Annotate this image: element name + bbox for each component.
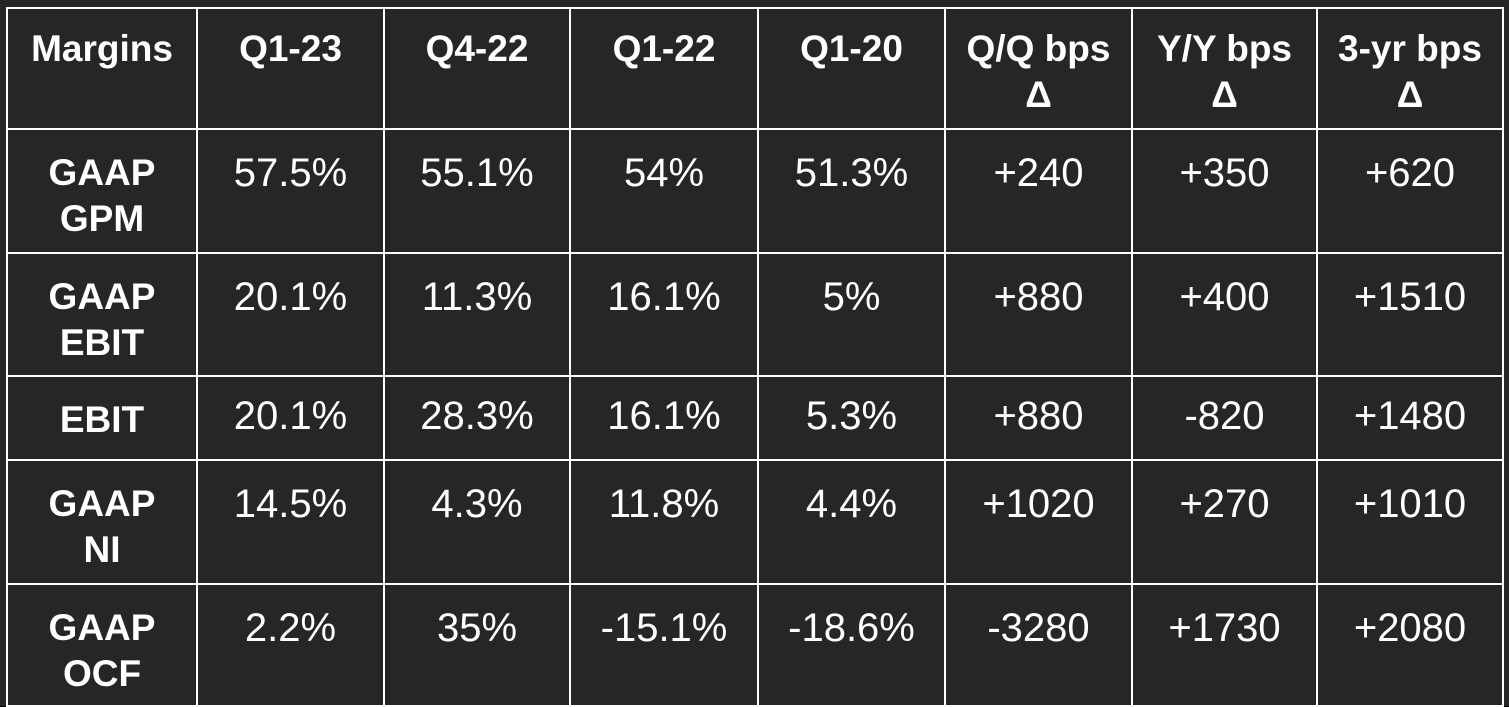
header-q1-23: Q1-23	[196, 7, 385, 130]
table-cell: +880	[944, 252, 1133, 377]
table-row: EBIT 20.1% 28.3% 16.1% 5.3% +880 -820 +1…	[6, 375, 1504, 461]
header-q1-20: Q1-20	[757, 7, 946, 130]
table-cell: 4.4%	[757, 459, 946, 585]
table-cell: 16.1%	[569, 375, 759, 461]
row-label-ebit: EBIT	[6, 375, 198, 461]
table-cell: 35%	[383, 583, 571, 707]
header-q4-22: Q4-22	[383, 7, 571, 130]
table-cell: -15.1%	[569, 583, 759, 707]
table-cell: +2080	[1316, 583, 1504, 707]
table-cell: 57.5%	[196, 128, 385, 254]
table-cell: -3280	[944, 583, 1133, 707]
table-cell: +1510	[1316, 252, 1504, 377]
table-row: GAAP NI 14.5% 4.3% 11.8% 4.4% +1020 +270…	[6, 459, 1504, 585]
table-cell: +1730	[1131, 583, 1318, 707]
table-cell: +350	[1131, 128, 1318, 254]
table-cell: +620	[1316, 128, 1504, 254]
table-cell: 16.1%	[569, 252, 759, 377]
table-cell: +1010	[1316, 459, 1504, 585]
table-cell: 5.3%	[757, 375, 946, 461]
table-cell: +270	[1131, 459, 1318, 585]
header-3yr-bps-delta: 3-yr bps Δ	[1316, 7, 1504, 130]
table-cell: +1020	[944, 459, 1133, 585]
margins-table: Margins Q1-23 Q4-22 Q1-22 Q1-20 Q/Q bps …	[6, 7, 1504, 707]
table-row: GAAP GPM 57.5% 55.1% 54% 51.3% +240 +350…	[6, 128, 1504, 254]
row-label-gaap-ni: GAAP NI	[6, 459, 198, 585]
row-label-gaap-gpm: GAAP GPM	[6, 128, 198, 254]
table-cell: 5%	[757, 252, 946, 377]
table-cell: 20.1%	[196, 375, 385, 461]
header-qq-bps-delta: Q/Q bps Δ	[944, 7, 1133, 130]
table-cell: 54%	[569, 128, 759, 254]
table-cell: 20.1%	[196, 252, 385, 377]
header-yy-bps-delta: Y/Y bps Δ	[1131, 7, 1318, 130]
table-cell: 14.5%	[196, 459, 385, 585]
table-cell: 55.1%	[383, 128, 571, 254]
table-cell: 11.8%	[569, 459, 759, 585]
table-cell: +400	[1131, 252, 1318, 377]
table-cell: 28.3%	[383, 375, 571, 461]
table-row: GAAP EBIT 20.1% 11.3% 16.1% 5% +880 +400…	[6, 252, 1504, 377]
table-row: GAAP OCF 2.2% 35% -15.1% -18.6% -3280 +1…	[6, 583, 1504, 707]
header-row: Margins Q1-23 Q4-22 Q1-22 Q1-20 Q/Q bps …	[6, 7, 1504, 130]
header-q1-22: Q1-22	[569, 7, 759, 130]
table-cell: 4.3%	[383, 459, 571, 585]
table-cell: 2.2%	[196, 583, 385, 707]
header-margins: Margins	[6, 7, 198, 130]
table-cell: +1480	[1316, 375, 1504, 461]
table-cell: +880	[944, 375, 1133, 461]
row-label-gaap-ocf: GAAP OCF	[6, 583, 198, 707]
table-cell: -18.6%	[757, 583, 946, 707]
row-label-gaap-ebit: GAAP EBIT	[6, 252, 198, 377]
table-cell: +240	[944, 128, 1133, 254]
table-cell: 51.3%	[757, 128, 946, 254]
table-cell: -820	[1131, 375, 1318, 461]
table-cell: 11.3%	[383, 252, 571, 377]
